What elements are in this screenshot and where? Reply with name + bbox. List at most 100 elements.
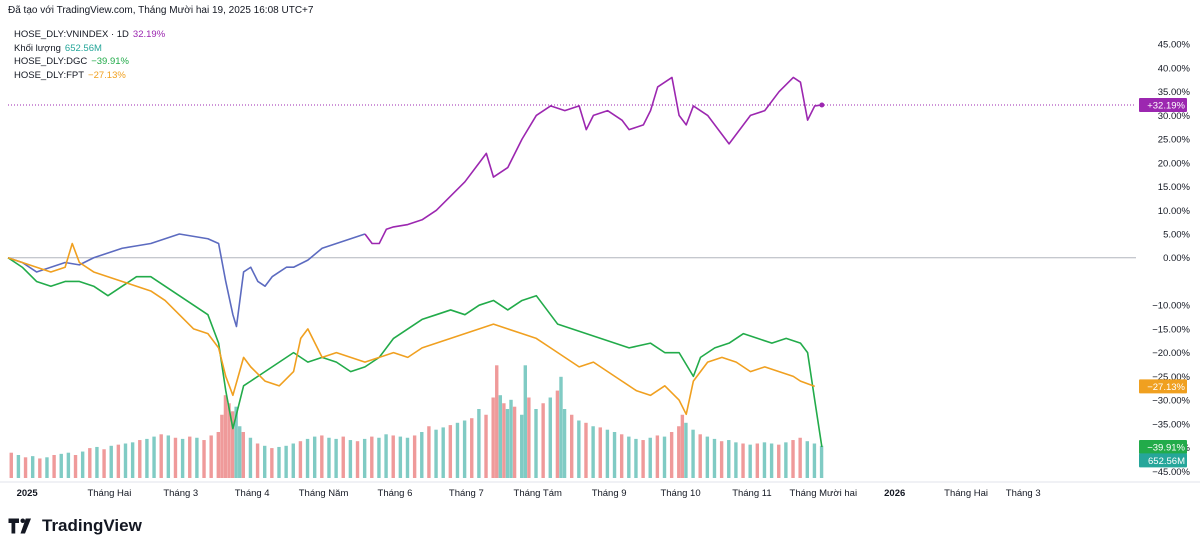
volume-bar (762, 442, 767, 478)
volume-bar (173, 437, 178, 478)
volume-bar (441, 427, 445, 478)
volume-bar (234, 406, 238, 478)
legend-value: −39.91% (91, 56, 129, 67)
volume-bar (270, 448, 274, 478)
volume-bar (502, 403, 506, 478)
x-tick-label: Tháng 3 (1006, 488, 1041, 499)
x-tick-label: Tháng Mười hai (790, 488, 858, 499)
volume-bar (523, 365, 527, 478)
tradingview-brand[interactable]: TradingView (8, 516, 142, 536)
y-tick-label: 5.00% (1163, 230, 1190, 241)
volume-bar (680, 414, 685, 478)
volume-bar (116, 444, 121, 478)
volume-bar (598, 427, 602, 478)
legend-item-dgc[interactable]: HOSE_DLY:DGC −39.91% (14, 55, 165, 69)
legend[interactable]: HOSE_DLY:VNINDEX · 1D 32.19% Khối lượng 65… (14, 28, 165, 82)
y-tick-label: 25.00% (1158, 135, 1191, 146)
volume-bar (520, 414, 524, 478)
volume-bar (791, 440, 795, 478)
volume-bar (555, 390, 560, 478)
legend-label: HOSE_DLY:DGC (14, 56, 88, 67)
x-tick-label: Tháng Tám (514, 488, 562, 499)
volume-bar (348, 440, 353, 478)
volume-bar (341, 436, 345, 478)
volume-bar (548, 397, 552, 478)
last-point-vnindex (819, 102, 825, 108)
volume-bar (719, 441, 724, 478)
volume-bar (23, 457, 28, 478)
volume-bar (495, 365, 499, 478)
volume-bar (370, 436, 374, 478)
volume-bar (619, 434, 624, 478)
volume-bar (80, 451, 85, 478)
volume-bar (684, 422, 688, 478)
volume-bar (534, 409, 538, 478)
volume-bar (320, 435, 324, 478)
volume-bar (327, 437, 331, 478)
badge-vnindex-text: +32.19% (1147, 100, 1185, 111)
y-tick-label: −20.00% (1152, 348, 1190, 359)
volume-bar (562, 409, 567, 478)
legend-value: −27.13% (88, 69, 126, 81)
volume-bar (477, 409, 481, 478)
volume-bar (209, 435, 213, 478)
legend-item-fpt[interactable]: HOSE_DLY:FPT −27.13% (14, 69, 165, 83)
volume-bar (462, 420, 467, 478)
volume-bar (748, 444, 752, 478)
y-tick-label: 40.00% (1158, 63, 1191, 74)
volume-bar (755, 443, 760, 478)
volume-bar (355, 441, 360, 478)
volume-bar (391, 435, 395, 478)
volume-bar (777, 444, 781, 478)
y-tick-label: −30.00% (1152, 396, 1190, 407)
volume-bar (577, 420, 581, 478)
volume-bar (584, 422, 588, 478)
legend-item-volume[interactable]: Khối lượng 652.56M (14, 42, 165, 56)
legend-item-vnindex[interactable]: HOSE_DLY:VNINDEX · 1D 32.19% (14, 28, 165, 42)
x-tick-label: Tháng 9 (592, 488, 627, 499)
x-tick-label: Tháng Hai (87, 488, 131, 499)
volume-bar (662, 436, 667, 478)
volume-bar (238, 426, 242, 478)
x-tick-label: 2026 (884, 488, 905, 499)
volume-bar (627, 436, 631, 478)
legend-label: Khối lượng (14, 42, 61, 54)
volume-bar (420, 432, 424, 478)
volume-bar (648, 437, 652, 478)
volume-bar (405, 437, 410, 478)
volume-bar (230, 411, 235, 478)
legend-value: 32.19% (132, 29, 166, 40)
volume-bar (255, 443, 260, 478)
y-tick-label: −10.00% (1152, 301, 1190, 312)
x-tick-label: 2025 (17, 488, 39, 499)
volume-bar (291, 443, 295, 478)
badge-dgc (1139, 440, 1187, 455)
x-axis: 2025 Tháng Hai Tháng 3 Tháng 4 Tháng Năm Thán… (17, 488, 1041, 499)
series-line-vnindex (7, 233, 366, 328)
volume-bar (784, 442, 788, 478)
badge-dgc-text: −39.91% (1147, 443, 1185, 454)
volume-bar (398, 436, 403, 478)
volume-bar (705, 436, 710, 478)
volume-bar (248, 437, 253, 478)
badge-vnindex (1139, 97, 1187, 112)
y-tick-label: 10.00% (1158, 206, 1191, 217)
volume-bar (159, 434, 163, 478)
volume-bar (527, 397, 531, 478)
volume-bar (195, 437, 199, 478)
volume-bar (669, 432, 674, 478)
volume-bar (641, 440, 645, 478)
x-tick-label: Tháng 3 (163, 488, 198, 499)
volume-bar (66, 452, 71, 478)
x-tick-label: Tháng 10 (660, 488, 700, 499)
price-badges: +32.19% −27.13% −39.91% 652.56M (1139, 97, 1187, 468)
volume-bar (220, 414, 224, 478)
volume-bar (812, 443, 817, 478)
volume-bar (109, 445, 113, 478)
x-tick-label: Tháng 11 (732, 488, 771, 499)
volume-bar (138, 440, 142, 478)
y-tick-label: −35.00% (1152, 419, 1190, 430)
volume-bar (798, 437, 802, 478)
volume-bar (734, 442, 738, 478)
